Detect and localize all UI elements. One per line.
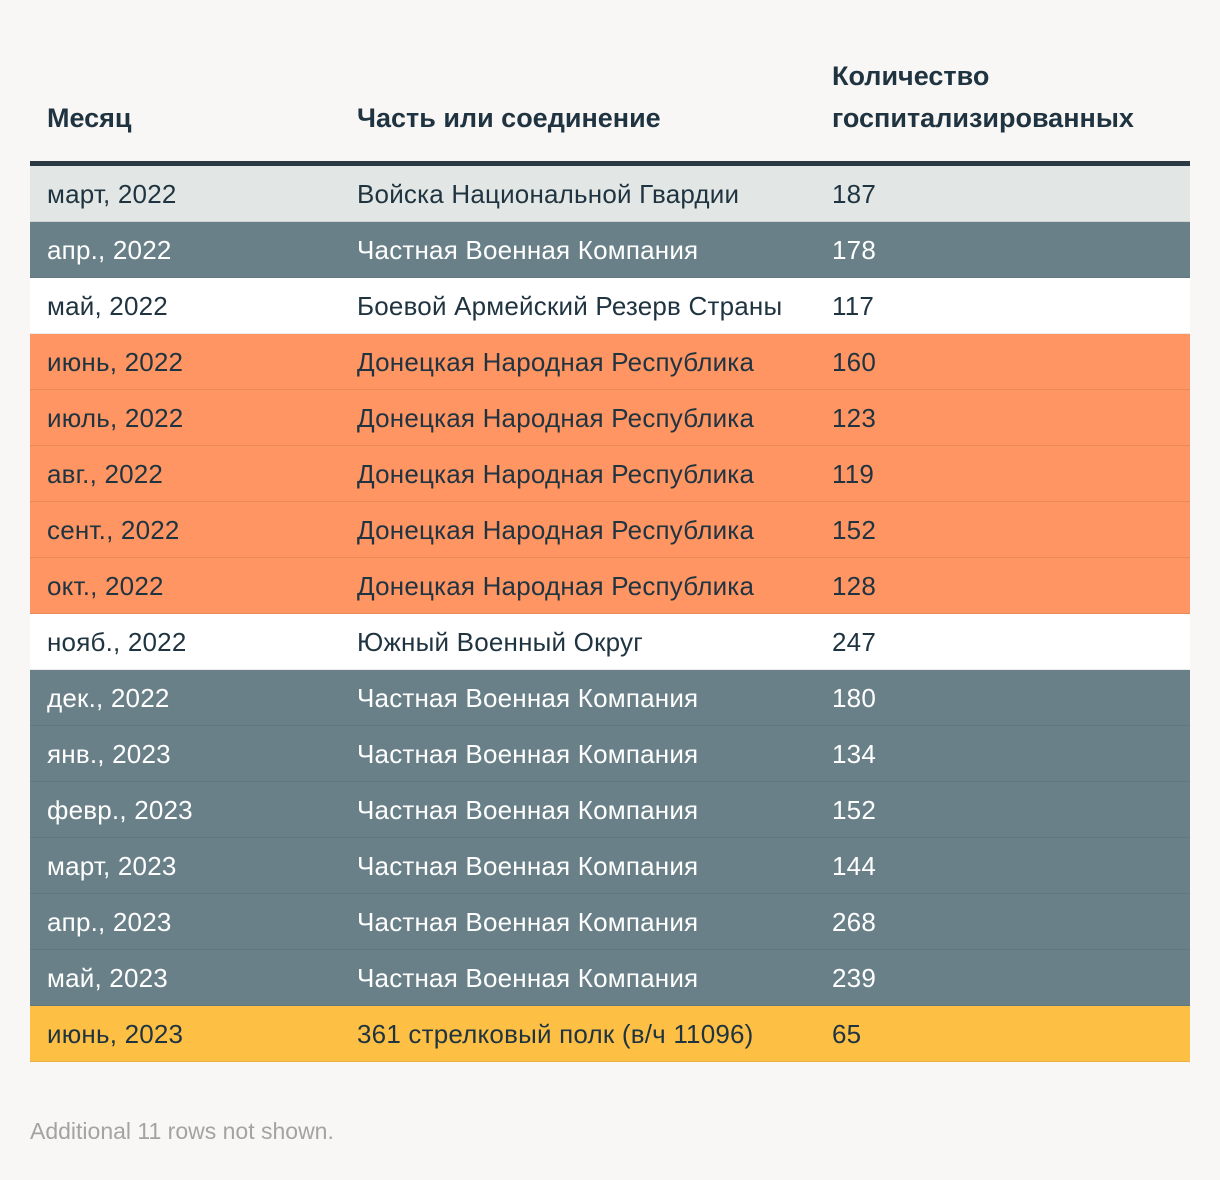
footnote: Additional 11 rows not shown.: [30, 1118, 334, 1144]
cell-unit: Донецкая Народная Республика: [357, 570, 755, 601]
cell-count: 187: [832, 178, 876, 209]
cell-unit: Донецкая Народная Республика: [357, 402, 755, 433]
table-row: окт., 2022 Донецкая Народная Республика 12…: [30, 558, 1190, 614]
cell-month: сент., 2022: [47, 514, 180, 545]
cell-count: 178: [832, 234, 876, 265]
header-count: Количество госпитализированных: [832, 61, 1134, 133]
cell-month: окт., 2022: [47, 570, 164, 601]
table-row: нояб., 2022 Южный Военный Округ 247: [30, 614, 1190, 670]
cell-count: 160: [832, 346, 876, 377]
cell-month: июль, 2022: [47, 402, 184, 433]
cell-month: март, 2022: [47, 178, 177, 209]
cell-count: 268: [832, 906, 876, 937]
cell-count: 123: [832, 402, 876, 433]
table-row: март, 2022 Войска Национальной Гвардии 187: [30, 166, 1190, 222]
cell-month: дек., 2022: [47, 682, 170, 713]
cell-month: июнь, 2022: [47, 346, 184, 377]
cell-unit: Донецкая Народная Республика: [357, 514, 755, 545]
cell-month: июнь, 2023: [47, 1018, 184, 1049]
cell-unit: Частная Военная Компания: [357, 962, 699, 993]
cell-month: янв., 2023: [47, 738, 171, 769]
cell-unit: Донецкая Народная Республика: [357, 346, 755, 377]
cell-month: апр., 2023: [47, 906, 172, 937]
table-row: июнь, 2022 Донецкая Народная Республика 16…: [30, 334, 1190, 390]
cell-count: 134: [832, 738, 876, 769]
cell-unit: 361 стрелковый полк (в/ч 11096): [357, 1018, 754, 1049]
cell-month: апр., 2022: [47, 234, 172, 265]
table-row: май, 2023 Частная Военная Компания 239: [30, 950, 1190, 1006]
cell-count: 247: [832, 626, 876, 657]
table-row: апр., 2023 Частная Военная Компания 268: [30, 894, 1190, 950]
table-row: апр., 2022 Частная Военная Компания 178: [30, 222, 1190, 278]
cell-count: 180: [832, 682, 876, 713]
header-month: Месяц: [47, 103, 132, 133]
data-table: Месяц Часть или соединение Количество го…: [30, 60, 1190, 1062]
table-row: февр., 2023 Частная Военная Компания 152: [30, 782, 1190, 838]
cell-count: 117: [832, 290, 875, 321]
cell-count: 152: [832, 794, 876, 825]
cell-unit: Южный Военный Округ: [357, 626, 643, 657]
cell-unit: Войска Национальной Гвардии: [357, 178, 740, 209]
table-row: янв., 2023 Частная Военная Компания 134: [30, 726, 1190, 782]
header-unit: Часть или соединение: [357, 103, 661, 133]
table-row: март, 2023 Частная Военная Компания 144: [30, 838, 1190, 894]
cell-unit: Частная Военная Компания: [357, 682, 699, 713]
table-header: Месяц Часть или соединение Количество го…: [30, 60, 1190, 166]
cell-month: авг., 2022: [47, 458, 164, 489]
cell-unit: Боевой Армейский Резерв Страны: [357, 290, 783, 321]
table-body: март, 2022 Войска Национальной Гвардии 187…: [30, 166, 1190, 1062]
cell-month: май, 2022: [47, 290, 168, 321]
table-row: сент., 2022 Донецкая Народная Республика 1…: [30, 502, 1190, 558]
table-row: авг., 2022 Донецкая Народная Республика 11…: [30, 446, 1190, 502]
table-row: июнь, 2023 361 стрелковый полк (в/ч 11096…: [30, 1006, 1190, 1062]
table-row: июль, 2022 Донецкая Народная Республика 12…: [30, 390, 1190, 446]
cell-count: 144: [832, 850, 876, 881]
cell-unit: Частная Военная Компания: [357, 794, 699, 825]
cell-month: май, 2023: [47, 962, 168, 993]
cell-count: 119: [832, 458, 875, 489]
cell-count: 128: [832, 570, 876, 601]
cell-unit: Частная Военная Компания: [357, 738, 699, 769]
cell-unit: Частная Военная Компания: [357, 906, 699, 937]
cell-month: март, 2023: [47, 850, 177, 881]
table-row: май, 2022 Боевой Армейский Резерв Страны 1…: [30, 278, 1190, 334]
cell-count: 65: [832, 1018, 862, 1049]
table-row: дек., 2022 Частная Военная Компания 180: [30, 670, 1190, 726]
cell-month: февр., 2023: [47, 794, 193, 825]
cell-unit: Частная Военная Компания: [357, 234, 699, 265]
cell-count: 152: [832, 514, 876, 545]
cell-unit: Частная Военная Компания: [357, 850, 699, 881]
cell-count: 239: [832, 962, 876, 993]
cell-unit: Донецкая Народная Республика: [357, 458, 755, 489]
cell-month: нояб., 2022: [47, 626, 187, 657]
